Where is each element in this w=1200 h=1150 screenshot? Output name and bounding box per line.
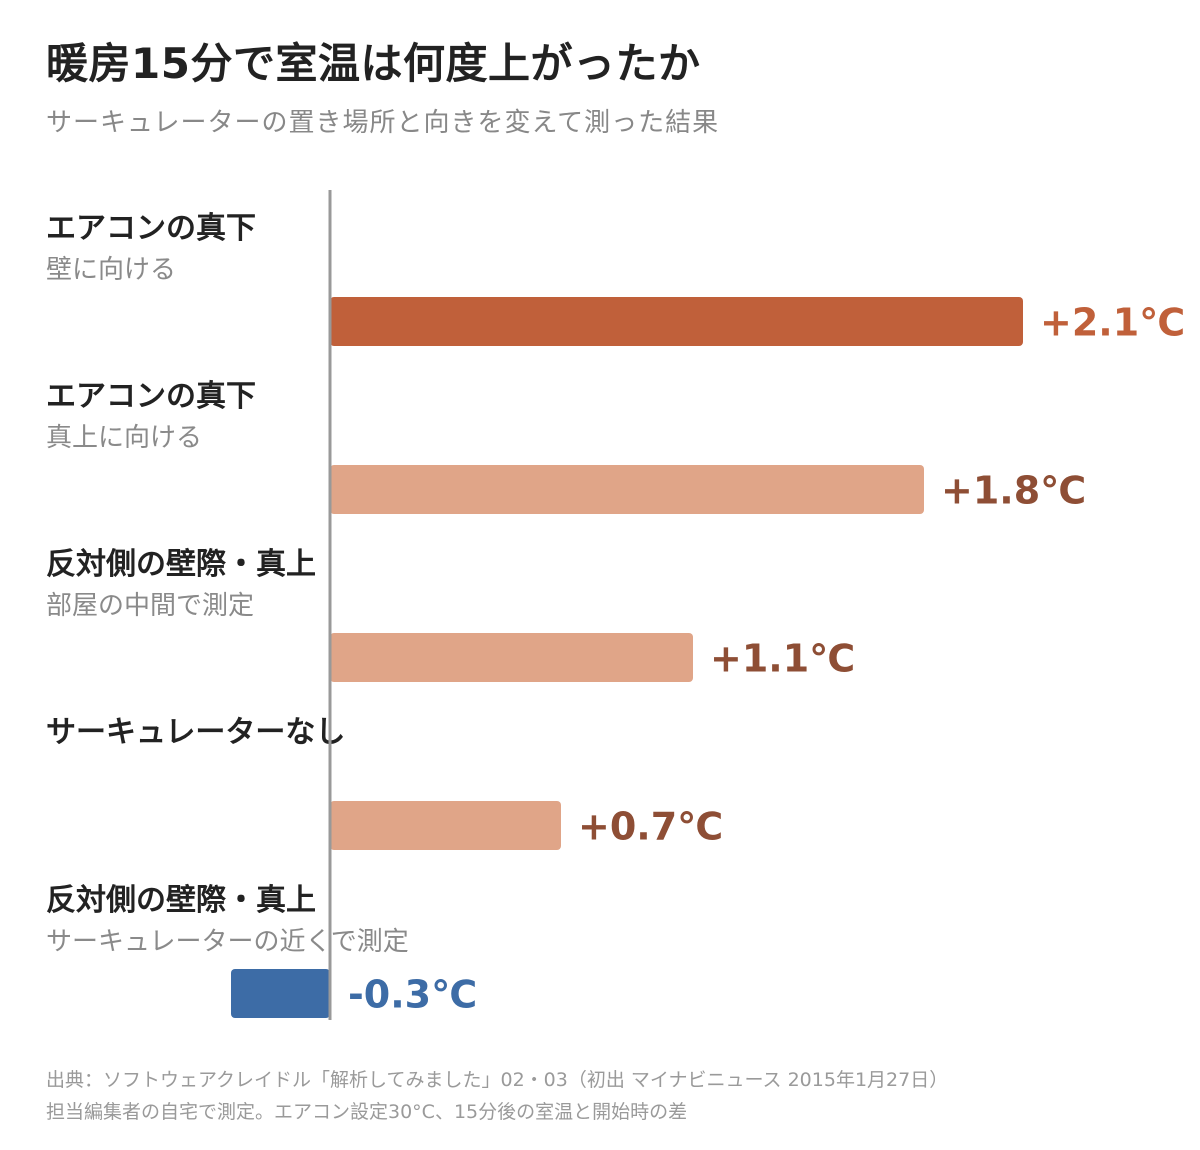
category-subtitle: 壁に向ける: [46, 255, 176, 285]
category-subtitle: 真上に向ける: [46, 423, 202, 453]
value-label: +1.8℃: [941, 469, 1086, 513]
category-subtitle: 部屋の中間で測定: [46, 591, 254, 621]
source-line: 出典：ソフトウェアクレイドル「解析してみました」02・03（初出 マイナビニュー…: [46, 1069, 949, 1091]
category-title: エアコンの真下: [46, 211, 256, 246]
bar: [330, 465, 924, 514]
source-note: 出典：ソフトウェアクレイドル「解析してみました」02・03（初出 マイナビニュー…: [46, 1064, 948, 1128]
category-labels: エアコンの真下壁に向けるエアコンの真下真上に向ける反対側の壁際・真上部屋の中間で…: [46, 211, 409, 957]
value-label: +2.1℃: [1040, 301, 1185, 345]
chart-title: 暖房15分で室温は何度上がったか: [46, 39, 701, 88]
category-title: 反対側の壁際・真上: [46, 883, 316, 918]
value-labels: +2.1℃ +1.8℃ +1.1℃ +0.7℃ -0.3℃: [348, 301, 1185, 1017]
bar-chart: エアコンの真下壁に向けるエアコンの真下真上に向ける反対側の壁際・真上部屋の中間で…: [46, 190, 1185, 1020]
measurement-note: 担当編集者の自宅で測定。エアコン設定30°C、15分後の室温と開始時の差: [46, 1101, 688, 1123]
value-label: +0.7℃: [578, 805, 723, 849]
bar: [330, 633, 693, 682]
category-title: エアコンの真下: [46, 379, 256, 414]
value-label: +1.1℃: [710, 637, 855, 681]
bar: [231, 969, 330, 1018]
chart-subtitle: サーキュレーターの置き場所と向きを変えて測った結果: [46, 108, 720, 138]
bar: [330, 801, 561, 850]
value-label: -0.3℃: [348, 973, 477, 1017]
bar: [330, 297, 1023, 346]
bars: [231, 297, 1023, 1018]
category-title: 反対側の壁際・真上: [46, 547, 316, 582]
category-subtitle: サーキュレーターの近くで測定: [46, 927, 409, 957]
category-title: サーキュレーターなし: [46, 715, 345, 750]
